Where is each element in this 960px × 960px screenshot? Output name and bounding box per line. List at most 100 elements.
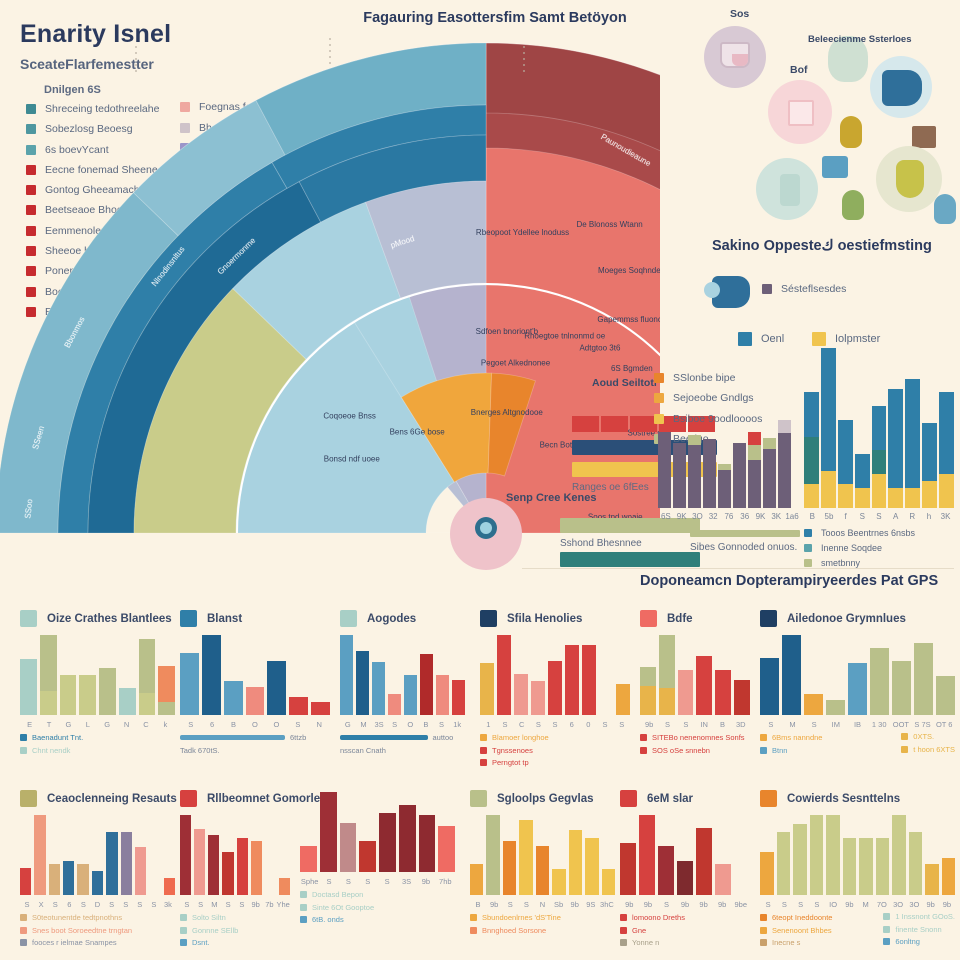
chart-bar[interactable] (438, 825, 455, 872)
chart-bar[interactable] (871, 405, 887, 508)
chart-panel[interactable]: Sfila Henolies 1 S C S S 6 0 S S Blamoer longhoe Tg… (480, 610, 630, 771)
chart-bar[interactable] (565, 645, 579, 715)
chart-bar[interactable] (734, 680, 750, 715)
chart-bar[interactable] (138, 638, 156, 715)
panel-footer-item[interactable]: Senenoont Bhbes (760, 926, 955, 935)
chart-bar[interactable] (208, 835, 220, 895)
panel-footer-item[interactable]: 1 Inssnont GOoS. (883, 912, 955, 921)
chart-bar[interactable] (311, 702, 331, 715)
chart-bar[interactable] (250, 840, 262, 895)
chart-bar[interactable] (888, 388, 904, 508)
chart-panel[interactable]: Ceaoclenneing Resauts S X S 6 S D S S S S 3k S0teotu… (20, 790, 177, 951)
chart-bar[interactable] (418, 815, 436, 872)
chart-bar[interactable] (875, 837, 889, 895)
chart-bar[interactable] (601, 869, 615, 895)
panel-footer-item[interactable]: Doctasd Bepon (300, 890, 455, 899)
chart-bar[interactable] (514, 673, 528, 715)
chart-bar[interactable] (658, 635, 675, 715)
chart-panel[interactable]: Bdfe 9b S S IN B 3D SITEBo nenenomnes Sonfs SOS … (640, 610, 750, 758)
chart-bar[interactable] (404, 675, 417, 715)
chart-bar[interactable] (941, 857, 955, 895)
chart-bar[interactable] (854, 453, 870, 508)
chart-bar[interactable] (39, 635, 57, 715)
mid-legend-item[interactable]: Sejoeobe Gndlgs (654, 392, 762, 404)
chart-bar[interactable] (180, 815, 192, 895)
panel-footer-item[interactable]: SITEBo nenenomnes Sonfs (640, 733, 750, 742)
chart-bar[interactable] (782, 635, 801, 715)
chart-bar[interactable] (470, 864, 484, 895)
panel-footer-item[interactable]: Bnnghoed Sorsone (470, 926, 615, 935)
panel-plot[interactable] (180, 633, 331, 715)
panel-plot[interactable] (20, 813, 175, 895)
chart-bar[interactable] (118, 687, 136, 715)
chart-bar[interactable] (359, 841, 376, 872)
chart-bar[interactable] (639, 815, 655, 895)
chart-bar[interactable] (715, 864, 731, 895)
chart-bar[interactable] (620, 843, 636, 895)
chart-bar[interactable] (804, 392, 819, 508)
panel-footer-item[interactable]: 6tB. onds (300, 915, 455, 924)
legend-item[interactable]: Eecne fonemad Sheene (26, 164, 276, 176)
mid-legend-item[interactable]: SSlonbe bipe (654, 372, 762, 384)
panel-footer-item[interactable]: fooces r ielmae Snampes (20, 938, 175, 947)
panel-plot[interactable] (20, 633, 175, 715)
chart-bar[interactable] (715, 669, 732, 715)
mid-legend-right-item[interactable]: Tooos Beentrnes 6nsbs (804, 528, 915, 538)
panel-plot[interactable] (180, 813, 290, 895)
chart-bar[interactable] (531, 681, 545, 715)
chart-bar[interactable] (480, 663, 494, 715)
chart-bar[interactable] (20, 868, 32, 895)
panel-footer-item[interactable]: Yonne n (620, 938, 750, 947)
chart-bar[interactable] (826, 815, 840, 895)
panel-footer-item[interactable]: Sbundoenlrnes 'dS'Tine (470, 913, 615, 922)
chart-bar[interactable] (677, 861, 693, 895)
chart-bar[interactable] (201, 635, 221, 715)
chart-bar[interactable] (535, 845, 550, 895)
sunburst-chart[interactable]: Bbonmos SSeen SSoo Nlnodinsnltus Gnoermonme p… (0, 30, 660, 590)
chart-bar[interactable] (194, 829, 206, 895)
legend-item[interactable]: Beetseaoe Bhoentg (26, 204, 276, 216)
panel-footer-item[interactable]: 6teopt Ineddoonte (760, 913, 955, 922)
chart-panel[interactable]: Ailedonoe Grymnlues S M S IM IB 1 30 OOT S 7S OT … (760, 610, 955, 758)
chart-bar[interactable] (77, 863, 89, 895)
chart-bar[interactable] (778, 420, 791, 508)
chart-bar[interactable] (278, 877, 290, 895)
chart-bar[interactable] (776, 832, 790, 895)
chart-panel[interactable]: Rllbeomnet Gomorlees S S M S S 9b 7b Yhe Solto Si… (180, 790, 333, 951)
panel-footer-item[interactable]: 0XTS. (901, 732, 955, 741)
chart-bar[interactable] (892, 660, 911, 715)
chart-bar[interactable] (79, 675, 96, 715)
chart-bar[interactable] (134, 846, 147, 895)
chart-bar[interactable] (20, 658, 37, 715)
legend-item[interactable]: Sobezlosg Beoesg (26, 123, 276, 135)
chart-bar[interactable] (673, 443, 686, 508)
chart-bar[interactable] (245, 686, 265, 715)
panel-footer-item[interactable]: Gonnne SEllb (180, 926, 290, 935)
chart-bar[interactable] (340, 635, 353, 715)
chart-bar[interactable] (793, 823, 807, 895)
chart-bar[interactable] (616, 684, 630, 715)
chart-bar[interactable] (837, 419, 853, 508)
chart-bar[interactable] (804, 694, 823, 715)
chart-bar[interactable] (820, 348, 836, 508)
chart-bar[interactable] (914, 642, 933, 715)
chart-bar[interactable] (568, 830, 583, 895)
chart-bar[interactable] (267, 660, 287, 715)
chart-bar[interactable] (106, 831, 118, 895)
chart-bar[interactable] (180, 653, 199, 715)
chart-bar[interactable] (398, 804, 416, 872)
panel-footer-item[interactable]: Snes boot Soroeedtne trngtan (20, 926, 175, 935)
panel-footer-item[interactable]: Gne (620, 926, 750, 935)
chart-panel[interactable]: Aogodes G M 3S S O B S 1k auttoo nsscan Cnath (340, 610, 465, 755)
chart-bar[interactable] (63, 861, 75, 895)
panel-plot[interactable] (470, 813, 615, 895)
chart-bar[interactable] (677, 669, 694, 715)
chart-bar[interactable] (582, 645, 596, 715)
chart-bar[interactable] (99, 667, 116, 715)
chart-bar[interactable] (289, 696, 309, 715)
chart-bar[interactable] (696, 827, 712, 895)
chart-panel[interactable]: Sgloolps Gegvlas B 9b S S N Sb 9b 9S 3hC Sbundoenl… (470, 790, 615, 938)
chart-mid-stacked-purple[interactable] (658, 418, 800, 508)
chart-bar[interactable] (718, 464, 731, 508)
chart-bar[interactable] (339, 822, 357, 872)
